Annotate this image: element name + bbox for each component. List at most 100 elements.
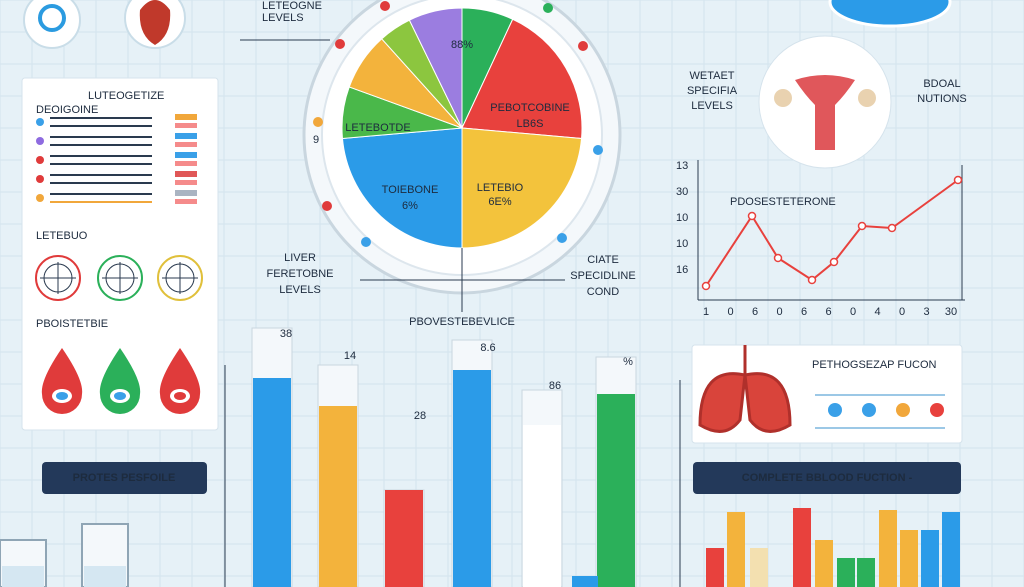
label: 6%	[402, 200, 418, 212]
label: 6	[801, 306, 807, 318]
row-bar	[175, 133, 197, 139]
mini-bar	[815, 540, 833, 587]
line-point	[857, 221, 867, 231]
label: LETEBUO	[36, 230, 88, 242]
label: 6	[752, 306, 758, 318]
label: 3	[923, 306, 929, 318]
uterus-icon	[795, 75, 855, 150]
label: 10	[676, 238, 688, 250]
mini-bar	[900, 530, 918, 587]
mini-bar	[857, 558, 875, 587]
label: SPECIFIA	[687, 85, 738, 97]
ovary	[774, 89, 792, 107]
label: LETEBOTDE	[345, 122, 410, 134]
mini-bar	[879, 510, 897, 587]
beaker-fill	[2, 566, 44, 587]
label: DEOIGOINE	[36, 104, 98, 116]
pie-pin	[557, 233, 567, 243]
dot	[36, 156, 44, 164]
pie-slice	[408, 7, 463, 129]
label: 13	[676, 160, 688, 172]
line-point	[887, 223, 897, 233]
row-bar	[175, 171, 197, 177]
mini-bar	[706, 548, 724, 587]
label: PBOVESTEBEVLICE	[409, 316, 515, 328]
row-bar	[175, 161, 197, 166]
button	[693, 462, 961, 494]
mini-bar	[793, 508, 811, 587]
pie-slice	[341, 127, 463, 249]
button	[42, 462, 207, 494]
label: COND	[587, 286, 619, 298]
label: 14	[344, 350, 356, 362]
icon	[38, 4, 66, 32]
label: NUTIONS	[917, 93, 967, 105]
row-bar	[175, 152, 197, 158]
pie-pin	[335, 39, 345, 49]
drop-core	[114, 392, 126, 400]
ovary	[858, 89, 876, 107]
label: %	[623, 356, 633, 368]
tube-fill	[319, 406, 357, 587]
line-point	[773, 253, 783, 263]
label: LEVELS	[691, 100, 733, 112]
label: 28	[414, 410, 426, 422]
dot	[36, 194, 44, 202]
badge	[828, 0, 952, 28]
label: TOIEBONE	[382, 184, 439, 196]
label: SPECIDLINE	[570, 270, 635, 282]
pie-pin	[593, 145, 603, 155]
line-series	[705, 179, 959, 287]
tube-fill	[523, 425, 561, 587]
pie-pin	[313, 117, 323, 127]
label: LETEBIO	[477, 182, 524, 194]
label: FERETOBNE	[266, 268, 333, 280]
label: PEBOTCOBINE	[490, 102, 569, 114]
mini-bar	[750, 548, 768, 587]
row-bar	[175, 114, 197, 120]
label: 1	[703, 306, 709, 318]
label: 10	[676, 212, 688, 224]
drop	[159, 348, 201, 414]
label: LUTEOGETIZE	[88, 90, 164, 102]
pie-slice	[461, 127, 583, 249]
label: PROTES PESFOILE	[73, 472, 176, 484]
line-point	[701, 281, 711, 291]
label: 0	[850, 306, 856, 318]
heart-icon	[139, 0, 171, 45]
icon	[23, 0, 81, 49]
label: 88%	[451, 39, 473, 51]
label: 8.6	[480, 342, 495, 354]
label: LIVER	[284, 252, 316, 264]
label: BDOAL	[923, 78, 960, 90]
panel	[21, 77, 219, 431]
tube-fill	[597, 394, 635, 587]
mini-bar	[942, 512, 960, 587]
beaker-fill	[84, 566, 126, 587]
label: 86	[549, 380, 561, 392]
drop	[41, 348, 83, 414]
dot	[36, 118, 44, 126]
label: 16	[676, 264, 688, 276]
row-bar	[175, 180, 197, 185]
label: CIATE	[587, 254, 619, 266]
line-point	[953, 175, 963, 185]
label: 30	[945, 306, 957, 318]
label: 0	[776, 306, 782, 318]
pie-pin	[380, 1, 390, 11]
label: PBOISTETBIE	[36, 318, 108, 330]
label: 0	[727, 306, 733, 318]
line-point	[829, 257, 839, 267]
label: LETEOGNE	[262, 0, 322, 12]
label: WETAET	[689, 70, 734, 82]
pie-pin	[543, 3, 553, 13]
tube-fill	[385, 490, 423, 587]
label: LEVELS	[279, 284, 321, 296]
tube-fill	[253, 378, 291, 587]
mini-bar	[837, 558, 855, 587]
mini-bar	[921, 530, 939, 587]
label: 9	[313, 134, 319, 146]
label: 0	[899, 306, 905, 318]
label: 38	[280, 328, 292, 340]
